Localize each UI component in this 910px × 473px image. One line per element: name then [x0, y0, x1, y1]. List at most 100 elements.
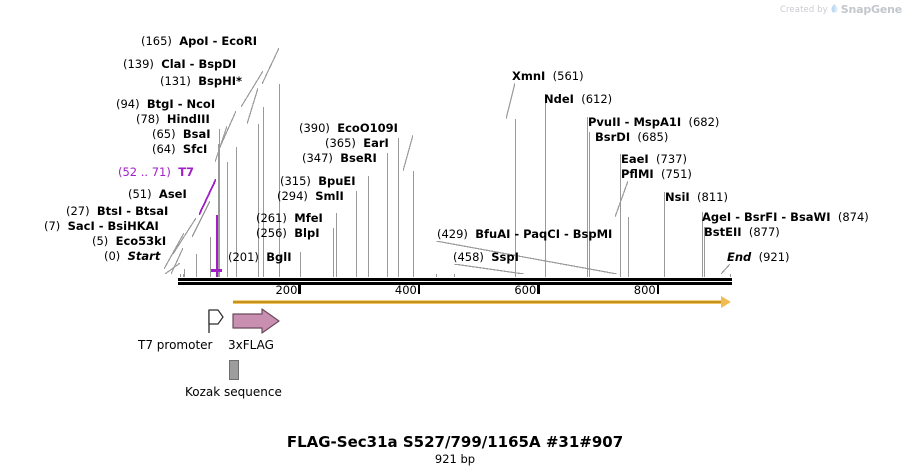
restriction-site-label[interactable]: BstEII (877) [704, 226, 780, 238]
site-leader-line [703, 227, 705, 277]
enzyme-name: SmlI [315, 189, 344, 203]
page-title: FLAG-Sec31a S527/799/1165A #31#907 [286, 433, 624, 451]
restriction-site-label[interactable]: (65) BsaI [152, 128, 211, 140]
restriction-site-label[interactable]: (78) HindIII [136, 113, 210, 125]
sequence-backbone-bottom [178, 282, 732, 285]
restriction-site-label[interactable]: (131) BspHI* [160, 75, 242, 87]
restriction-site-label[interactable]: (64) SfcI [152, 143, 207, 155]
site-leader-line [664, 192, 666, 277]
restriction-site-label[interactable]: (139) ClaI - BspDI [123, 58, 236, 70]
site-position: (52 .. 71) [118, 165, 171, 179]
restriction-site-label[interactable]: (365) EarI [325, 137, 389, 149]
site-leader-diagonal [721, 264, 730, 274]
site-leader-line [300, 252, 302, 277]
site-position: (458) [453, 250, 484, 264]
watermark-created-by: Created by [779, 4, 828, 15]
enzyme-name: NdeI [544, 92, 574, 106]
restriction-site-label[interactable]: NsiI (811) [665, 191, 728, 203]
site-position: (139) [123, 57, 154, 71]
enzyme-name: SspI [491, 250, 519, 264]
3xflag-label: 3xFLAG [228, 338, 274, 352]
t7-promoter-arrow-icon[interactable] [205, 307, 225, 335]
site-position: (811) [697, 190, 728, 204]
site-leader-line [180, 274, 181, 277]
restriction-site-label[interactable]: (165) ApoI - EcoRI [141, 35, 257, 47]
snapgene-watermark: Created by SnapGene [780, 3, 902, 16]
restriction-site-label[interactable]: BsrDI (685) [595, 131, 668, 143]
restriction-site-label[interactable]: (256) BlpI [256, 227, 319, 239]
restriction-site-label[interactable]: (201) BglI [228, 251, 291, 263]
restriction-site-label[interactable]: (294) SmlI [277, 190, 344, 202]
restriction-site-label[interactable]: XmnI (561) [512, 70, 584, 82]
enzyme-name: EarI [363, 136, 389, 150]
site-position: (94) [116, 97, 140, 111]
restriction-site-label[interactable]: PvuII - MspA1I (682) [588, 116, 719, 128]
site-leader-diagonal [403, 135, 413, 171]
restriction-site-label[interactable]: (52 .. 71) T7 [118, 166, 194, 178]
site-leader-diagonal [247, 88, 259, 124]
ruler-tick-label: 400 [394, 283, 417, 297]
3xflag-arrow-icon[interactable] [232, 308, 280, 334]
site-leader-line [335, 213, 337, 277]
site-position: (737) [656, 152, 687, 166]
restriction-site-label[interactable]: NdeI (612) [544, 93, 612, 105]
enzyme-name: BseRI [340, 151, 377, 165]
restriction-site-label[interactable]: (5) Eco53kI [92, 235, 166, 247]
site-leader-line [397, 138, 399, 277]
restriction-site-label[interactable]: (27) BtsI - BtsaI [66, 205, 168, 217]
site-position: (0) [104, 249, 121, 263]
site-leader-diagonal [215, 126, 227, 162]
site-position: (7) [44, 219, 61, 233]
site-position: (315) [280, 174, 311, 188]
restriction-site-label[interactable]: (261) MfeI [256, 212, 323, 224]
restriction-site-label[interactable]: PflMI (751) [621, 168, 692, 180]
ruler-tick [417, 285, 421, 294]
enzyme-name: End [727, 250, 752, 264]
restriction-site-label[interactable]: End (921) [727, 251, 790, 263]
site-leader-line [236, 147, 238, 277]
site-position: (294) [277, 189, 308, 203]
restriction-site-label[interactable]: (51) AseI [128, 188, 187, 200]
enzyme-name: SfcI [182, 142, 208, 156]
kozak-sequence-box-icon[interactable] [229, 360, 239, 380]
site-position: (256) [256, 226, 287, 240]
ruler-tick-label: 600 [514, 283, 537, 297]
orf-arrow-shaft [233, 300, 722, 304]
site-leader-line [258, 124, 260, 277]
enzyme-name: EaeI [621, 152, 649, 166]
site-leader-line [218, 129, 220, 277]
site-position: (347) [302, 151, 333, 165]
site-position: (131) [160, 74, 191, 88]
sequence-backbone-gap [178, 280, 732, 282]
restriction-site-label[interactable]: (458) SspI [453, 251, 519, 263]
site-leader-line [355, 191, 357, 277]
enzyme-name: PflMI [621, 167, 654, 181]
enzyme-name: AgeI - BsrFI - BsaWI [702, 210, 831, 224]
enzyme-name: PvuII - MspA1I [588, 115, 682, 129]
site-position: (261) [256, 211, 287, 225]
site-leader-diagonal [171, 248, 183, 274]
site-leader-line [701, 212, 703, 277]
site-leader-diagonal [506, 83, 516, 119]
restriction-site-label[interactable]: (0) Start [104, 250, 160, 262]
site-position: (64) [152, 142, 176, 156]
enzyme-name: AseI [158, 187, 187, 201]
restriction-site-label[interactable]: (390) EcoO109I [299, 122, 398, 134]
site-leader-line [730, 274, 731, 277]
site-leader-line [216, 215, 219, 277]
restriction-site-label[interactable]: (347) BseRI [302, 152, 377, 164]
site-position: (751) [661, 167, 692, 181]
enzyme-name: BtsI - BtsaI [96, 204, 169, 218]
site-position: (682) [688, 115, 720, 129]
site-position: (165) [141, 34, 172, 48]
restriction-site-label[interactable]: AgeI - BsrFI - BsaWI (874) [702, 211, 869, 223]
restriction-site-label[interactable]: (315) BpuEI [280, 175, 356, 187]
restriction-site-label[interactable]: (7) SacI - BsiHKAI [44, 220, 159, 232]
restriction-site-label[interactable]: EaeI (737) [621, 153, 687, 165]
site-leader-diagonal [192, 201, 211, 237]
site-leader-line [412, 171, 414, 277]
restriction-site-label[interactable]: (429) BfuAI - PaqCI - BspMI [437, 228, 612, 240]
restriction-site-label[interactable]: (94) BtgI - NcoI [116, 98, 215, 110]
site-leader-line [196, 254, 198, 277]
